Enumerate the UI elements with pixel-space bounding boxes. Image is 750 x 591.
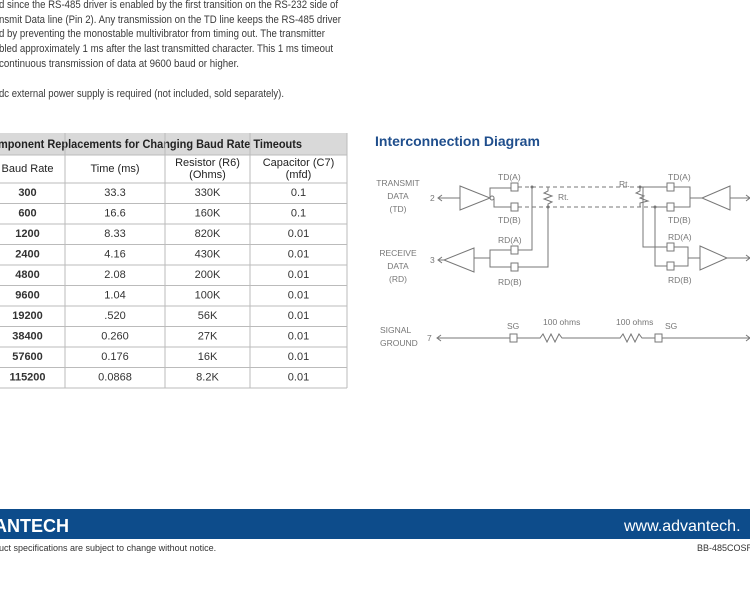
table-cell: 300 <box>18 187 36 199</box>
table-cell: 1200 <box>15 228 39 240</box>
table-cell: 0.1 <box>291 208 306 220</box>
table-cell: 0.01 <box>288 249 309 261</box>
label: DATA <box>387 191 409 201</box>
label: Rt. <box>558 192 569 202</box>
table-cell: 330K <box>195 187 221 199</box>
table-title-bg <box>0 133 347 155</box>
table-title: e 1. Component Replacements for Changing… <box>0 139 302 151</box>
column-header: Time (ms) <box>90 163 139 175</box>
label: TRANSMIT <box>376 178 419 188</box>
paragraph-line: continuous transmission of data at 9600 … <box>0 58 239 70</box>
label: SG <box>665 321 677 331</box>
label: RECEIVE <box>379 248 417 258</box>
table-cell: 33.3 <box>104 187 125 199</box>
diagram: Interconnection Diagram TRANSMIT DATA (T… <box>375 133 750 348</box>
table-cell: 0.01 <box>288 372 309 384</box>
table-cell: 56K <box>198 310 218 322</box>
table-cell: 0.01 <box>288 351 309 363</box>
label: RD(B) <box>498 277 522 287</box>
table-cell: 0.01 <box>288 290 309 302</box>
table-cell: 100K <box>195 290 221 302</box>
table-cell: 0.1 <box>291 187 306 199</box>
table-cell: 160K <box>195 208 221 220</box>
table-cell: 0.176 <box>101 351 129 363</box>
footer-bar <box>0 509 750 539</box>
paragraph-line: nsmit Data line (Pin 2). Any transmissio… <box>0 14 341 26</box>
logo: ANTECH <box>0 516 69 536</box>
pin: 2 <box>430 193 435 203</box>
table-cell: 600 <box>18 208 36 220</box>
pin: 7 <box>427 333 432 343</box>
table-cell: 27K <box>198 331 218 343</box>
label: RD(B) <box>668 275 692 285</box>
label: Rt. <box>619 179 630 189</box>
column-header: (Ohms) <box>189 169 226 181</box>
table-cell: 430K <box>195 249 221 261</box>
label: GROUND <box>380 338 418 348</box>
table-cell: 0.01 <box>288 228 309 240</box>
label: RD(A) <box>498 235 522 245</box>
label: TD(B) <box>498 215 521 225</box>
table-cell: 4.16 <box>104 249 125 261</box>
paragraph-line: bled approximately 1 ms after the last t… <box>0 43 333 55</box>
table-cell: 0.0868 <box>98 372 132 384</box>
table-cell: 1.04 <box>104 290 125 302</box>
table-cell: 38400 <box>12 331 43 343</box>
table-cell: 0.01 <box>288 310 309 322</box>
label: 100 ohms <box>616 317 653 327</box>
column-header: Resistor (R6) <box>175 157 240 169</box>
table-cell: 8.2K <box>196 372 219 384</box>
website: www.advantech. <box>623 518 741 535</box>
paragraph-line: d since the RS-485 driver is enabled by … <box>0 0 339 11</box>
label: SG <box>507 321 519 331</box>
table-cell: 9600 <box>15 290 39 302</box>
power-note: dc external power supply is required (no… <box>0 88 284 100</box>
label: (TD) <box>390 204 407 214</box>
table-cell: 0.260 <box>101 331 129 343</box>
disclaimer: uct specifications are subject to change… <box>0 543 216 553</box>
diagram-title: Interconnection Diagram <box>375 133 540 149</box>
table-cell: 16.6 <box>104 208 125 220</box>
table-cell: 115200 <box>9 372 45 384</box>
table-cell: 0.01 <box>288 331 309 343</box>
label: DATA <box>387 261 409 271</box>
table-cell: 820K <box>195 228 221 240</box>
column-header: Capacitor (C7) <box>263 157 335 169</box>
label: SIGNAL <box>380 325 411 335</box>
label: RD(A) <box>668 232 692 242</box>
table: e 1. Component Replacements for Changing… <box>0 133 348 389</box>
wiring <box>436 182 750 344</box>
doc-id: BB-485COSR_ <box>697 543 750 553</box>
label: (RD) <box>389 274 407 284</box>
table-cell: .520 <box>104 310 125 322</box>
table-cell: 57600 <box>12 351 43 363</box>
table-cell: 2400 <box>15 249 39 261</box>
label: TD(A) <box>668 172 691 182</box>
table-cell: 2.08 <box>104 269 125 281</box>
table-cell: 0.01 <box>288 269 309 281</box>
label: TD(A) <box>498 172 521 182</box>
table-cell: 8.33 <box>104 228 125 240</box>
label: TD(B) <box>668 215 691 225</box>
pin: 3 <box>430 255 435 265</box>
column-header: Baud Rate <box>2 163 54 175</box>
table-cell: 4800 <box>15 269 39 281</box>
table-cell: 19200 <box>12 310 43 322</box>
column-header: (mfd) <box>286 169 312 181</box>
label: 100 ohms <box>543 317 580 327</box>
table-cell: 200K <box>195 269 221 281</box>
paragraph-line: d by preventing the monostable multivibr… <box>0 28 325 40</box>
table-cell: 16K <box>198 351 218 363</box>
